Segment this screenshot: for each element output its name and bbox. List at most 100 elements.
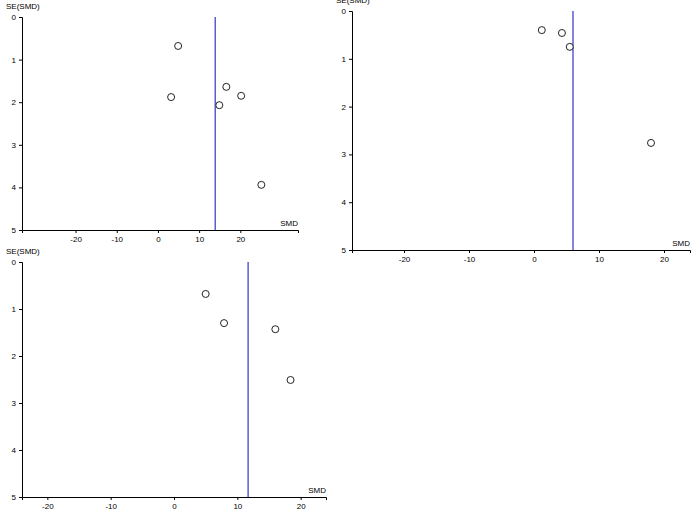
y-axis: 012345	[12, 258, 23, 502]
x-tick: 10	[195, 230, 204, 244]
x-axis: -20 -10 0 10 20	[353, 250, 691, 264]
x-tick-label: -20	[70, 235, 82, 244]
x-tick: -10	[464, 250, 476, 264]
x-tick-label: 10	[595, 255, 604, 264]
y-tick-mark	[19, 309, 22, 310]
y-tick: 2	[12, 98, 22, 107]
study-point	[272, 326, 279, 333]
y-tick: 2	[342, 103, 352, 112]
y-axis-line	[19, 18, 23, 231]
y-tick-mark	[19, 60, 22, 61]
study-point	[258, 181, 265, 188]
y-tick: 3	[12, 399, 22, 408]
x-tick-mark	[534, 250, 535, 253]
x-tick: -20	[70, 230, 82, 244]
x-tick: -10	[105, 497, 117, 511]
y-tick-mark	[349, 250, 352, 251]
x-axis: -20 -10 0 10 20	[23, 497, 327, 511]
x-tick-label: -10	[464, 255, 476, 264]
x-tick: -20	[399, 250, 411, 264]
x-tick: 10	[233, 497, 242, 511]
y-tick-label: 4	[12, 446, 17, 455]
x-axis-title: SMD	[672, 239, 690, 248]
y-tick: 4	[12, 183, 22, 192]
y-tick: 5	[12, 226, 22, 235]
y-tick: 1	[342, 55, 352, 64]
x-tick-mark	[47, 497, 48, 500]
y-tick-label: 3	[12, 141, 17, 150]
y-tick-mark	[349, 107, 352, 108]
study-point	[221, 320, 228, 327]
x-tick-mark	[199, 230, 200, 233]
funnel-plot: -20-1001020012345SE(SMD)SMD	[6, 2, 299, 244]
x-tick-label: 20	[236, 235, 245, 244]
x-tick-mark	[237, 497, 238, 500]
y-tick-mark	[19, 497, 22, 498]
y-tick-mark	[19, 102, 22, 103]
x-tick-mark	[76, 230, 77, 233]
x-tick-label: -10	[105, 502, 117, 511]
x-tick-label: 10	[233, 502, 242, 511]
y-tick-label: 5	[342, 246, 347, 255]
study-point	[648, 139, 655, 146]
x-tick: 10	[595, 250, 604, 264]
y-tick-label: 2	[12, 352, 17, 361]
study-point	[223, 83, 230, 90]
y-tick: 5	[342, 246, 352, 255]
y-tick: 0	[12, 258, 22, 267]
x-tick-label: -10	[111, 235, 123, 244]
x-tick-mark	[469, 250, 470, 253]
y-tick-label: 2	[12, 98, 17, 107]
y-axis-title: SE(SMD)	[6, 247, 40, 256]
x-tick: 20	[297, 497, 306, 511]
y-tick-mark	[349, 154, 352, 155]
x-tick-label: 10	[195, 235, 204, 244]
x-tick: 0	[172, 497, 177, 511]
plot-area	[168, 17, 265, 230]
y-tick-label: 0	[342, 7, 347, 16]
x-tick-label: 0	[532, 255, 537, 264]
x-tick-mark	[301, 497, 302, 500]
y-axis-title: SE(SMD)	[6, 2, 40, 11]
x-tick-mark	[664, 250, 665, 253]
y-axis-title: SE(SMD)	[336, 0, 370, 5]
study-point	[202, 290, 209, 297]
x-tick: 20	[236, 230, 245, 244]
plot-area	[538, 11, 654, 250]
x-tick-label: -20	[42, 502, 54, 511]
x-tick-mark	[117, 230, 118, 233]
pooled-estimate-line	[215, 17, 216, 230]
y-tick-label: 1	[342, 55, 347, 64]
study-point	[538, 27, 545, 34]
x-tick-mark	[404, 250, 405, 253]
y-tick-mark	[19, 17, 22, 18]
x-tick-mark	[111, 497, 112, 500]
x-tick-label: 20	[297, 502, 306, 511]
y-tick-label: 5	[12, 226, 17, 235]
y-tick-mark	[19, 356, 22, 357]
y-tick-mark	[19, 145, 22, 146]
y-axis: 012345	[342, 7, 353, 255]
x-tick-mark	[599, 250, 600, 253]
x-tick: 0	[532, 250, 537, 264]
y-tick-mark	[19, 450, 22, 451]
study-point	[566, 43, 573, 50]
x-tick-mark	[158, 230, 159, 233]
x-axis-line	[23, 231, 299, 234]
y-tick: 2	[12, 352, 22, 361]
y-tick-label: 0	[12, 13, 17, 22]
x-tick-mark	[240, 230, 241, 233]
x-tick: -10	[111, 230, 123, 244]
study-point	[168, 94, 175, 101]
x-tick-label: 20	[660, 255, 669, 264]
y-axis: 012345	[12, 13, 23, 235]
y-tick: 0	[12, 13, 22, 22]
y-tick: 4	[12, 446, 22, 455]
x-tick: 20	[660, 250, 669, 264]
y-tick-mark	[19, 187, 22, 188]
y-axis-line	[349, 12, 353, 251]
study-point	[216, 102, 223, 109]
y-tick-mark	[19, 230, 22, 231]
x-tick-mark	[174, 497, 175, 500]
study-point	[287, 376, 294, 383]
